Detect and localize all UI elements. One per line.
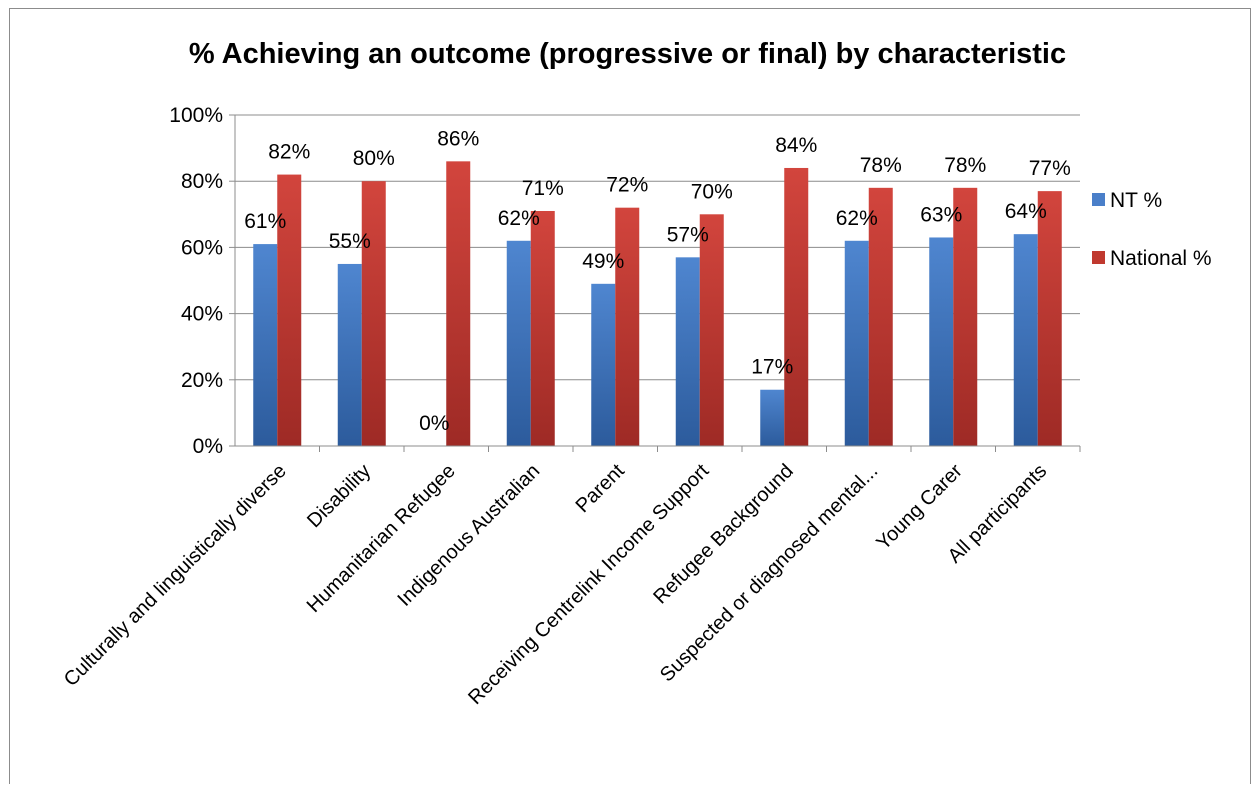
y-tick-label: 80% xyxy=(181,170,223,193)
legend-swatch-national xyxy=(1092,251,1105,264)
data-label-national: 86% xyxy=(437,127,479,150)
data-label-national: 78% xyxy=(860,154,902,177)
y-tick-label: 20% xyxy=(181,369,223,392)
bar-nt xyxy=(675,257,700,446)
bar-nt xyxy=(337,263,362,446)
x-category-label: Refugee Background xyxy=(649,460,797,608)
bar-national xyxy=(868,187,893,446)
y-tick-label: 0% xyxy=(193,435,223,458)
data-label-nt: 17% xyxy=(751,356,793,379)
bar-national xyxy=(361,181,386,446)
data-label-nt: 57% xyxy=(667,223,709,246)
x-category-label: Humanitarian Refugee xyxy=(303,460,460,617)
legend-swatch-nt xyxy=(1092,193,1105,206)
data-label-national: 82% xyxy=(268,141,310,164)
x-category-label: Culturally and linguistically diverse xyxy=(60,460,291,691)
chart-title: % Achieving an outcome (progressive or f… xyxy=(188,38,1067,70)
data-label-national: 71% xyxy=(522,177,564,200)
bar-national xyxy=(784,167,809,446)
bar-national xyxy=(530,210,555,446)
data-label-national: 78% xyxy=(944,154,986,177)
x-category-label: Parent xyxy=(572,460,630,518)
data-label-national: 80% xyxy=(353,147,395,170)
y-tick-label: 60% xyxy=(181,236,223,259)
chart-frame xyxy=(9,8,1251,784)
legend-label-national: National % xyxy=(1110,247,1212,270)
data-label-nt: 0% xyxy=(419,412,449,435)
data-label-national: 70% xyxy=(691,180,733,203)
legend-label-nt: NT % xyxy=(1110,189,1162,212)
axes: 0% 20% 40% 60% 80% 100% Culturally and linguis… xyxy=(60,104,1081,709)
bar-national xyxy=(953,187,978,446)
data-label-nt: 62% xyxy=(836,207,878,230)
bar-national xyxy=(446,161,471,446)
data-label-national: 72% xyxy=(606,174,648,197)
data-label-nt: 55% xyxy=(329,230,371,253)
bar-national xyxy=(699,214,724,446)
bar-national xyxy=(277,174,302,446)
bar-national xyxy=(1037,191,1062,446)
bar-nt xyxy=(591,283,616,446)
bar-nt xyxy=(929,237,954,446)
data-label-nt: 64% xyxy=(1005,200,1047,223)
y-tick-label: 100% xyxy=(169,104,223,127)
data-labels: 61% 82% 55% 80% 0% 86% 62% 71% 49% 72% 57% 70% 17% 84… xyxy=(244,127,1071,435)
bar-national xyxy=(615,207,640,446)
y-tick-label: 40% xyxy=(181,303,223,326)
x-category-label: Young Carer xyxy=(872,460,967,555)
bar-nt xyxy=(844,240,869,446)
data-label-nt: 62% xyxy=(498,207,540,230)
legend: NT % National % xyxy=(1092,189,1212,270)
bar-nt xyxy=(253,244,278,446)
data-label-national: 77% xyxy=(1029,157,1071,180)
data-label-nt: 49% xyxy=(582,250,624,273)
data-label-nt: 61% xyxy=(244,210,286,233)
data-label-national: 84% xyxy=(775,134,817,157)
data-label-nt: 63% xyxy=(920,203,962,226)
bar-nt xyxy=(506,240,531,446)
x-category-label: Disability xyxy=(303,460,375,532)
x-category-label: Indigenous Australian xyxy=(393,460,544,611)
bars xyxy=(253,161,1062,446)
bar-nt xyxy=(1013,234,1038,446)
bar-nt xyxy=(760,389,785,446)
